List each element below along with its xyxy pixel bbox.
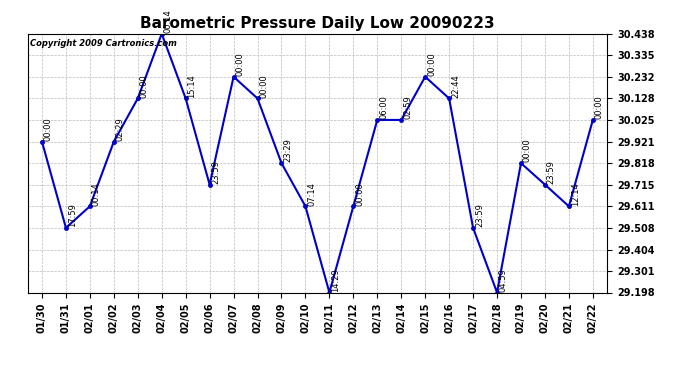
- Text: 00:00: 00:00: [427, 53, 436, 76]
- Text: 07:14: 07:14: [307, 182, 316, 206]
- Text: 23:29: 23:29: [284, 139, 293, 162]
- Text: 23:59: 23:59: [475, 203, 484, 227]
- Text: 12:14: 12:14: [571, 182, 580, 206]
- Text: 02:59: 02:59: [403, 96, 412, 119]
- Text: 00:00: 00:00: [139, 74, 148, 98]
- Text: 23:59: 23:59: [547, 160, 556, 184]
- Text: 00:00: 00:00: [259, 74, 268, 98]
- Text: 22:44: 22:44: [451, 74, 460, 98]
- Text: 02:29: 02:29: [116, 117, 125, 141]
- Title: Barometric Pressure Daily Low 20090223: Barometric Pressure Daily Low 20090223: [140, 16, 495, 31]
- Text: 00:00: 00:00: [235, 53, 244, 76]
- Text: Copyright 2009 Cartronics.com: Copyright 2009 Cartronics.com: [30, 39, 177, 48]
- Text: 00:00: 00:00: [595, 96, 604, 119]
- Text: 23:59: 23:59: [212, 160, 221, 184]
- Text: 00:00: 00:00: [523, 139, 532, 162]
- Text: 14:29: 14:29: [331, 268, 340, 292]
- Text: 17:59: 17:59: [68, 203, 77, 227]
- Text: 00:14: 00:14: [92, 182, 101, 206]
- Text: 15:14: 15:14: [188, 74, 197, 98]
- Text: 00:00: 00:00: [44, 117, 53, 141]
- Text: 04:59: 04:59: [499, 268, 508, 292]
- Text: 00:14: 00:14: [164, 9, 172, 33]
- Text: 06:00: 06:00: [380, 95, 388, 119]
- Text: 00:00: 00:00: [355, 182, 364, 206]
